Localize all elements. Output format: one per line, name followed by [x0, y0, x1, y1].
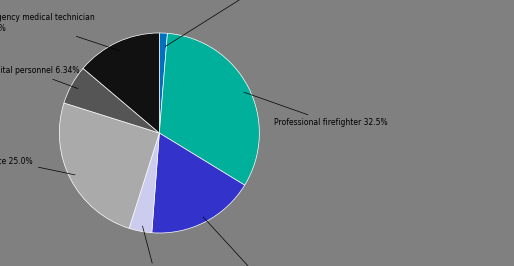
Text: Hospital personnel 6.34%: Hospital personnel 6.34%	[0, 66, 80, 89]
Text: Volunteer firefighter 17.5%: Volunteer firefighter 17.5%	[203, 217, 308, 266]
Wedge shape	[159, 33, 260, 185]
Wedge shape	[64, 68, 159, 133]
Wedge shape	[59, 103, 159, 228]
Wedge shape	[83, 33, 159, 133]
Text: Responder, type unk.3.7%: Responder, type unk.3.7%	[104, 226, 205, 266]
Text: Firefighter, type unk.1.29%: Firefighter, type unk.1.29%	[165, 0, 306, 47]
Wedge shape	[152, 133, 245, 233]
Text: Police 25.0%: Police 25.0%	[0, 156, 75, 175]
Text: Professional firefighter 32.5%: Professional firefighter 32.5%	[244, 92, 388, 127]
Text: Emergency medical technician
13.84%: Emergency medical technician 13.84%	[0, 13, 119, 51]
Wedge shape	[159, 33, 168, 133]
Wedge shape	[129, 133, 159, 233]
